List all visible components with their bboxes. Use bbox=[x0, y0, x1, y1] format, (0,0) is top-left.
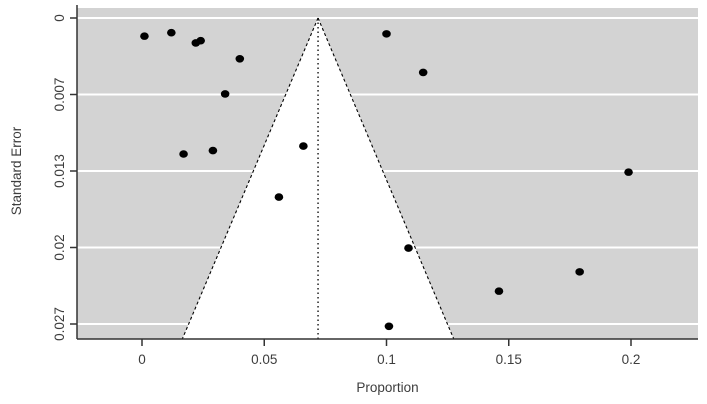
data-point bbox=[179, 150, 188, 158]
data-point bbox=[140, 32, 149, 40]
data-point bbox=[624, 168, 633, 176]
data-point bbox=[384, 322, 394, 331]
x-tick-label: 0.05 bbox=[251, 352, 277, 367]
y-tick-label: 0.02 bbox=[52, 234, 67, 260]
data-point bbox=[220, 90, 230, 98]
y-tick-label: 0.007 bbox=[52, 78, 67, 112]
x-axis-title: Proportion bbox=[356, 380, 419, 395]
data-point bbox=[575, 268, 584, 276]
data-point bbox=[418, 68, 428, 77]
y-tick-label: 0 bbox=[52, 14, 67, 22]
y-tick-label: 0.013 bbox=[52, 154, 67, 188]
x-tick-label: 0.15 bbox=[496, 352, 522, 367]
data-point bbox=[235, 55, 245, 63]
funnel-region bbox=[182, 18, 454, 339]
data-point bbox=[382, 30, 391, 38]
data-point bbox=[404, 244, 413, 252]
data-point bbox=[299, 142, 308, 150]
data-point bbox=[274, 193, 284, 201]
data-point bbox=[208, 146, 218, 155]
y-tick-label: 0.027 bbox=[52, 307, 67, 341]
x-tick-label: 0 bbox=[138, 352, 146, 367]
y-axis-title: Standard Error bbox=[9, 126, 24, 216]
data-point bbox=[196, 36, 205, 45]
x-tick-label: 0.2 bbox=[622, 352, 641, 367]
data-point bbox=[167, 28, 176, 37]
data-point bbox=[494, 287, 504, 295]
x-tick-label: 0.1 bbox=[377, 352, 396, 367]
